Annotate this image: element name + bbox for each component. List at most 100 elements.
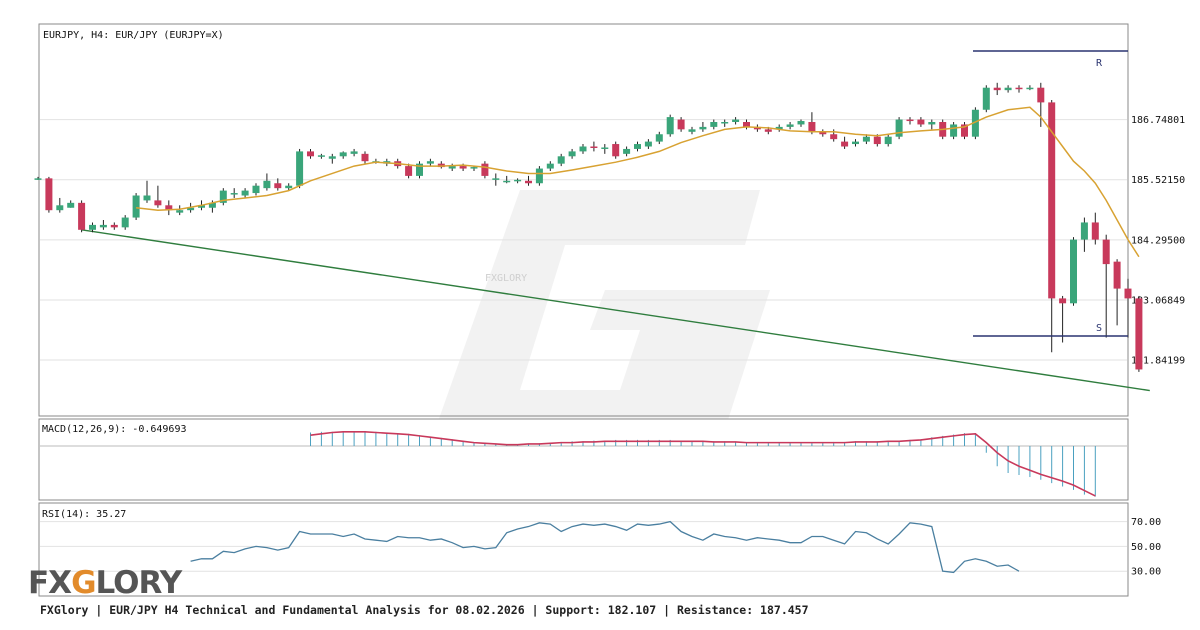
candle [1113,259,1121,326]
candle-body [1004,87,1012,91]
candle-body [1026,87,1034,90]
candle-body [492,178,500,180]
candle [917,117,925,127]
resistance-label: R [1096,58,1103,69]
candle [99,220,107,230]
candle [1048,99,1056,353]
candle-body [623,148,631,154]
candle [546,161,554,171]
candle [503,175,511,184]
price-tick-label: 185.52150 [1131,175,1185,186]
candle-body [307,151,314,157]
candle-body [1102,239,1110,265]
candle [67,200,75,208]
candle-body [339,152,347,157]
macd-signal-line [310,431,1096,497]
price-tick-label: 183.06849 [1131,295,1185,306]
candle [34,176,42,180]
candle [884,134,892,147]
candle-body [644,141,652,147]
price-chart-title: EURJPY, H4: EUR/JPY (EURJPY=X) [43,30,224,41]
candle-body [830,134,838,140]
candle-body [557,156,565,164]
candle [514,178,522,184]
candle-body [1070,239,1077,304]
candle-body [350,151,358,154]
candle-body [721,122,729,124]
candle [1080,217,1088,252]
rsi-line [190,520,1020,574]
candle-body [535,168,543,184]
candle [45,176,53,213]
candle-body [448,166,456,169]
candle [165,200,173,216]
price-tick-label: 186.74801 [1131,115,1185,126]
candle [405,163,413,179]
price-tick-label: 184.29500 [1131,235,1185,246]
candle-body [165,205,173,211]
price-tick-label: 181.84199 [1131,356,1185,367]
candle [688,126,696,135]
candle [274,178,282,191]
candle [1059,295,1067,343]
candle-body [405,166,413,176]
candle-body [1135,298,1143,370]
candle [928,119,936,130]
candle [841,136,849,149]
candle-body [590,146,598,148]
candle-body [1113,261,1121,289]
candle [1091,212,1099,245]
candle-body [99,224,107,228]
candle-body [677,119,685,130]
candle [78,200,86,233]
watermark-text: FXGLORY [485,273,527,284]
candle-body [459,166,467,169]
candle-body [154,200,162,206]
candle [121,215,129,230]
candle [285,183,293,191]
candle [89,222,96,233]
candle-body [786,124,794,127]
candle-body [198,205,205,208]
rsi-tick-label: 30.00 [1131,567,1161,578]
candle [644,139,652,149]
candle-body [601,147,609,149]
candle-body [481,163,489,176]
candle [296,148,304,189]
candle-body [143,195,151,201]
candle [470,166,478,171]
candle-body [612,144,620,157]
candle [492,173,500,186]
candle-body [1048,102,1056,299]
candle [655,131,663,145]
candle-body [296,151,304,186]
candle [1124,278,1132,338]
candle [601,144,609,154]
candle-body [993,87,1001,91]
candle-body [252,185,260,194]
candle-body [873,136,881,145]
candle-body [699,126,707,130]
rsi-panel [38,502,1129,597]
candle [307,148,314,159]
candle-body [852,141,859,145]
candle [677,117,685,132]
candle [1070,237,1077,306]
candle [426,158,434,167]
candle-body [285,185,293,189]
candle [568,148,576,159]
candle-body [764,129,772,132]
macd-title: MACD(12,26,9): -0.649693 [42,424,187,435]
candle [557,153,565,167]
candle-body [666,117,674,135]
candle-body [950,124,958,137]
footer-caption: FXGlory | EUR/JPY H4 Technical and Funda… [40,603,809,617]
candle [786,122,794,130]
candle [895,117,903,140]
candle [634,141,641,152]
candle-body [274,183,282,189]
candle [1135,295,1143,372]
candle [961,122,968,140]
candle [361,151,369,164]
